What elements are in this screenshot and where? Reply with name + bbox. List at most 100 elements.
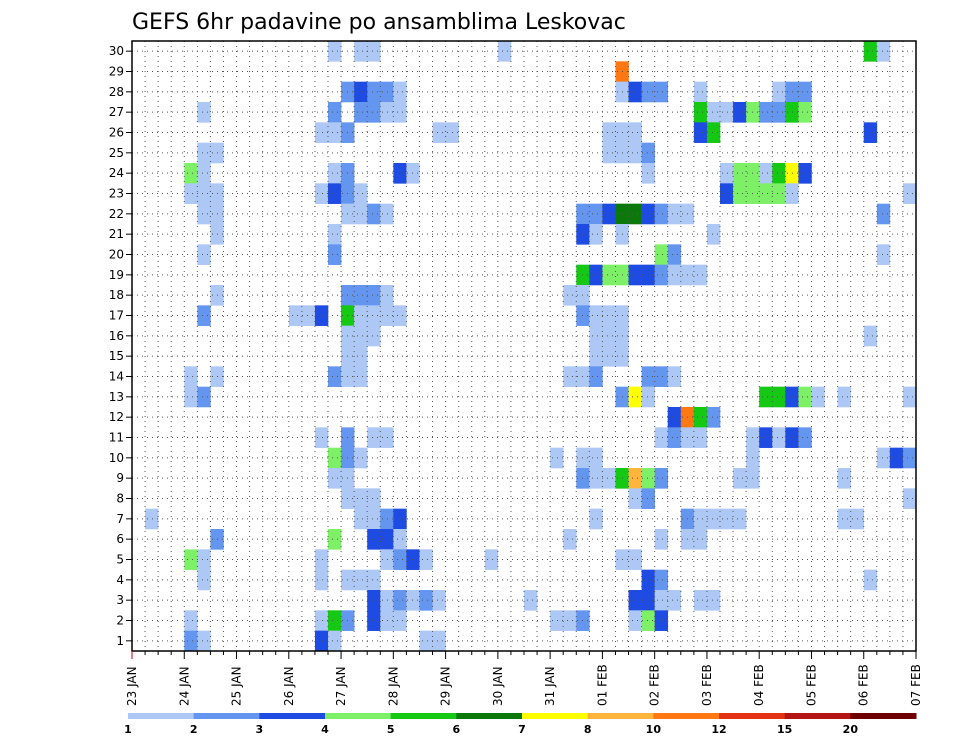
heatmap-cell xyxy=(328,630,342,652)
heatmap-cell xyxy=(654,569,669,591)
heatmap-cell xyxy=(354,81,368,103)
heatmap-cell xyxy=(589,447,603,469)
heatmap-cell xyxy=(354,325,368,347)
heatmap-cell xyxy=(720,183,734,204)
heatmap-cell xyxy=(550,447,564,469)
heatmap-cell xyxy=(314,630,329,652)
heatmap-cell xyxy=(432,590,446,611)
x-tick-label: 07 FEB xyxy=(909,664,923,706)
y-tick-label: 3 xyxy=(116,593,124,607)
heatmap-cell xyxy=(380,102,394,123)
heatmap-cell xyxy=(354,488,368,509)
heatmap-cell xyxy=(667,203,682,225)
heatmap-cell xyxy=(641,264,655,286)
heatmap-cell xyxy=(772,163,786,184)
heatmap-cell xyxy=(380,590,394,611)
heatmap-cell xyxy=(667,366,682,387)
y-tick-label: 5 xyxy=(116,553,124,567)
y-tick-label: 2 xyxy=(116,614,124,628)
heatmap-cell xyxy=(314,610,329,631)
heatmap-cell xyxy=(354,285,368,306)
heatmap-cell xyxy=(314,183,329,204)
y-tick-label: 9 xyxy=(116,471,124,485)
heatmap-cell xyxy=(589,305,603,326)
heatmap-cell xyxy=(563,529,577,550)
heatmap-cell xyxy=(628,488,642,509)
heatmap-cell xyxy=(145,508,159,530)
heatmap-cell xyxy=(393,590,407,611)
heatmap-cell xyxy=(641,488,655,509)
colorbar-label: 2 xyxy=(190,723,198,736)
heatmap-cell xyxy=(693,407,708,428)
heatmap-cell xyxy=(380,285,394,306)
heatmap-cell xyxy=(837,508,851,530)
heatmap-cell xyxy=(641,569,655,591)
heatmap-cell xyxy=(393,163,407,184)
heatmap-cell xyxy=(354,102,368,123)
heatmap-cell xyxy=(602,122,616,143)
heatmap-cell xyxy=(876,244,891,265)
heatmap-cell xyxy=(328,163,342,184)
x-tick-label: 30 JAN xyxy=(491,666,505,706)
y-tick-label: 10 xyxy=(109,451,124,465)
heatmap-cell xyxy=(197,569,211,591)
heatmap-cell xyxy=(393,610,407,631)
heatmap-cell xyxy=(876,41,891,62)
heatmap-cell xyxy=(798,102,812,123)
heatmap-cell xyxy=(693,590,708,611)
heatmap-cell xyxy=(654,366,669,387)
heatmap-cell xyxy=(902,183,917,204)
heatmap-cell xyxy=(184,549,198,570)
heatmap-cell xyxy=(197,183,211,204)
heatmap-cells xyxy=(145,41,917,652)
colorbar-label: 1 xyxy=(124,723,132,736)
colorbar-segment xyxy=(784,713,851,719)
y-tick-label: 29 xyxy=(109,65,124,79)
heatmap-cell xyxy=(314,305,329,326)
heatmap-cell xyxy=(432,122,446,143)
heatmap-cell xyxy=(406,590,420,611)
heatmap-cell xyxy=(876,203,891,225)
heatmap-cell xyxy=(367,610,381,631)
heatmap-cell xyxy=(654,244,669,265)
heatmap-cell xyxy=(654,264,669,286)
colorbar-segment xyxy=(128,713,195,719)
heatmap-cell xyxy=(720,102,734,123)
heatmap-cell xyxy=(798,386,812,408)
heatmap-cell xyxy=(863,122,878,143)
heatmap-cell xyxy=(641,366,655,387)
y-tick-label: 7 xyxy=(116,512,124,526)
heatmap-cell xyxy=(197,549,211,570)
heatmap-cell xyxy=(733,508,747,530)
heatmap-cell xyxy=(667,264,682,286)
heatmap-cell xyxy=(589,468,603,489)
heatmap-cell xyxy=(654,590,669,611)
heatmap-cell xyxy=(380,203,394,225)
x-tick-label: 06 FEB xyxy=(857,664,871,706)
heatmap-cell xyxy=(733,183,747,204)
y-tick-label: 30 xyxy=(109,44,124,58)
heatmap-cell xyxy=(798,81,812,103)
heatmap-cell xyxy=(419,630,433,652)
heatmap-cell xyxy=(602,203,616,225)
colorbar-segment xyxy=(193,713,260,719)
heatmap-cell xyxy=(354,366,368,387)
y-tick-label: 16 xyxy=(109,329,124,343)
heatmap-cell xyxy=(641,386,655,408)
heatmap-cell xyxy=(380,610,394,631)
heatmap-cell xyxy=(628,203,642,225)
y-tick-label: 8 xyxy=(116,492,124,506)
y-tick-label: 14 xyxy=(109,370,124,384)
heatmap-cell xyxy=(354,569,368,591)
x-tick-label: 25 JAN xyxy=(230,666,244,706)
heatmap-cell xyxy=(314,427,329,448)
heatmap-cell xyxy=(367,488,381,509)
heatmap-cell xyxy=(301,305,316,326)
heatmap-cell xyxy=(328,529,342,550)
heatmap-cell xyxy=(772,81,786,103)
heatmap-cell xyxy=(354,203,368,225)
heatmap-cell xyxy=(328,468,342,489)
x-tick-label: 23 JAN xyxy=(125,666,139,706)
x-tick-label: 31 JAN xyxy=(543,666,557,706)
